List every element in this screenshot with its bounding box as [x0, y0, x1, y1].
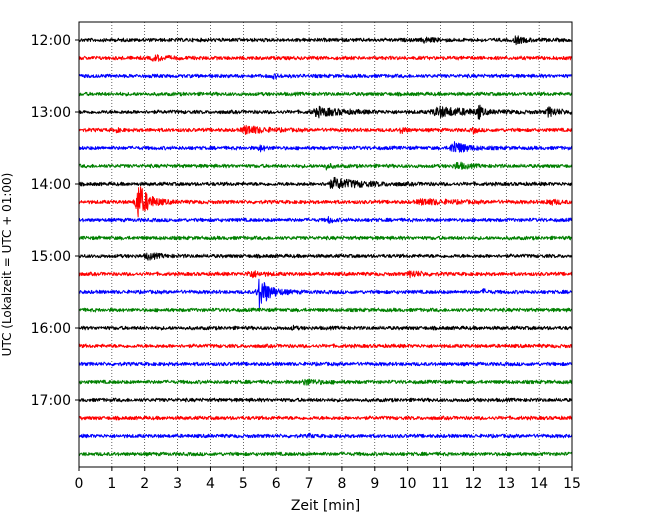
- x-tick-label-4: 4: [206, 476, 215, 492]
- x-tick-label-9: 9: [370, 476, 379, 492]
- y-tick-label-17:00: 17:00: [31, 393, 71, 409]
- x-tick-label-11: 11: [432, 476, 450, 492]
- trace-1745: [78, 451, 573, 457]
- trace-1315: [78, 124, 573, 135]
- x-tick-label-15: 15: [563, 476, 581, 492]
- trace-1230: [78, 73, 573, 80]
- trace-1400: [78, 176, 573, 189]
- trace-1500: [78, 252, 573, 261]
- trace-1215: [78, 54, 573, 62]
- x-tick-label-1: 1: [107, 476, 116, 492]
- y-tick-label-15:00: 15:00: [31, 249, 71, 265]
- trace-1545: [78, 307, 573, 313]
- y-tick-label-14:00: 14:00: [31, 177, 71, 193]
- trace-1700: [78, 397, 573, 403]
- x-tick-label-14: 14: [530, 476, 548, 492]
- trace-1515: [78, 270, 573, 279]
- trace-1730: [78, 432, 573, 439]
- vertical-grid: [111, 22, 540, 467]
- x-tick-label-10: 10: [399, 476, 417, 492]
- x-tick-label-5: 5: [239, 476, 248, 492]
- x-tick-label-13: 13: [497, 476, 515, 492]
- x-tick-label-6: 6: [272, 476, 281, 492]
- trace-1630: [78, 361, 573, 367]
- x-tick-label-7: 7: [305, 476, 314, 492]
- x-tick-label-12: 12: [464, 476, 482, 492]
- trace-1245: [78, 91, 573, 97]
- trace-1430: [78, 216, 573, 224]
- x-axis-title: Zeit [min]: [291, 498, 360, 514]
- x-axis-ticks: 0 1 2 3 4 5 6 7 8 9 10 11 12 13 14 15: [75, 467, 581, 492]
- trace-1345: [78, 161, 573, 171]
- trace-1300: [78, 104, 573, 120]
- trace-1645: [78, 378, 573, 386]
- trace-1445: [78, 235, 573, 241]
- trace-1330: [78, 141, 573, 153]
- trace-1600: [78, 324, 573, 331]
- y-axis-title: UTC (Lokalzeit = UTC + 01:00): [0, 173, 14, 357]
- y-tick-label-13:00: 13:00: [31, 105, 71, 121]
- trace-1415: [78, 186, 573, 218]
- y-tick-label-12:00: 12:00: [31, 33, 71, 49]
- seismogram-traces: [78, 35, 573, 457]
- x-tick-label-8: 8: [337, 476, 346, 492]
- trace-1715: [78, 415, 573, 421]
- y-tick-label-16:00: 16:00: [31, 321, 71, 337]
- trace-1200: [78, 35, 573, 46]
- x-tick-label-2: 2: [140, 476, 149, 492]
- trace-1615: [78, 343, 573, 349]
- plot-frame: [78, 21, 573, 468]
- trace-1530: [78, 278, 573, 309]
- x-tick-label-3: 3: [173, 476, 182, 492]
- y-axis-ticks: 12:00 13:00 14:00 15:00 16:00 17:00: [31, 33, 79, 409]
- x-tick-label-0: 0: [75, 476, 84, 492]
